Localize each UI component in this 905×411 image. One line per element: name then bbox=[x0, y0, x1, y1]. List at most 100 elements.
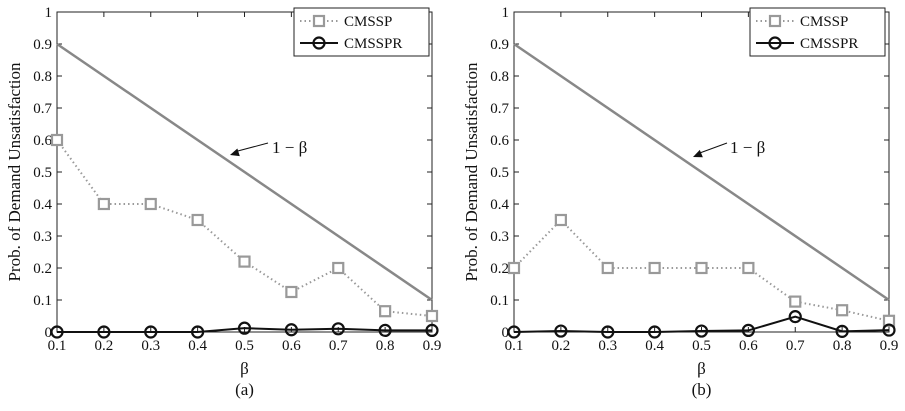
y-tick-label: 0.8 bbox=[490, 69, 509, 85]
y-tick-label: 0.7 bbox=[490, 101, 509, 117]
data-point-cmsspr bbox=[882, 323, 896, 337]
data-point-cmsspr bbox=[741, 323, 755, 337]
legend-marker-cmsspr bbox=[312, 36, 326, 50]
data-point-cmssp bbox=[425, 309, 439, 323]
annotation-1-minus-beta: 1 − β bbox=[272, 138, 307, 157]
y-tick-label: 0.5 bbox=[33, 165, 52, 181]
legend: CMSSP CMSSPR bbox=[293, 7, 430, 57]
legend-marker-cmssp bbox=[312, 14, 326, 28]
x-tick-label: 0.5 bbox=[235, 338, 254, 354]
data-point-cmssp bbox=[695, 261, 708, 275]
x-tick-label: 0.5 bbox=[692, 338, 711, 354]
x-tick-label: 0.4 bbox=[645, 338, 664, 354]
y-tick-label: 0.4 bbox=[490, 197, 509, 213]
legend-label-cmssp: CMSSP bbox=[800, 14, 848, 30]
x-tick-label: 0.1 bbox=[48, 338, 67, 354]
panel-caption: (a) bbox=[235, 380, 254, 399]
series-line-cmsspr bbox=[57, 327, 432, 333]
reference-line-1-minus-beta bbox=[56, 42, 433, 302]
y-tick-label: 0.2 bbox=[490, 261, 509, 277]
data-point-cmssp bbox=[144, 197, 157, 211]
data-point-cmssp bbox=[50, 133, 64, 147]
x-axis-label: β bbox=[697, 359, 706, 378]
legend: CMSSP CMSSPR bbox=[749, 7, 886, 57]
reference-line-1-minus-beta bbox=[513, 42, 890, 302]
x-tick-label: 0.2 bbox=[552, 338, 571, 354]
data-point-cmssp bbox=[332, 261, 345, 275]
data-point-cmsspr bbox=[50, 325, 64, 339]
y-tick-label: 0.2 bbox=[33, 261, 52, 277]
y-tick-label: 0.4 bbox=[33, 197, 52, 213]
x-tick-label: 0.6 bbox=[739, 338, 758, 354]
data-point-cmsspr bbox=[97, 325, 111, 339]
data-point-cmssp bbox=[789, 295, 802, 308]
x-tick-label: 0.2 bbox=[95, 338, 114, 354]
data-point-cmssp bbox=[882, 314, 896, 327]
chart-panel-b: 0.1 0.2 0.3 0.4 0.5 0.6 0.7 0.8 0.900.10.20.30.4… bbox=[462, 5, 898, 399]
y-tick-label: 0.1 bbox=[33, 293, 52, 309]
y-tick-label: 0 bbox=[45, 325, 53, 341]
y-tick-label: 0.8 bbox=[33, 69, 52, 85]
legend-marker-cmsspr bbox=[768, 36, 782, 50]
data-point-cmsspr bbox=[425, 323, 439, 337]
y-tick-label: 1 bbox=[502, 5, 510, 21]
x-tick-label: 0.8 bbox=[833, 338, 852, 354]
chart-panel-a: 0.1 0.2 0.3 0.4 0.5 0.6 0.7 0.8 0.900.10.20.30.4… bbox=[5, 5, 441, 399]
data-point-cmsspr bbox=[507, 325, 521, 339]
series-line-cmssp bbox=[56, 139, 433, 317]
x-tick-label: 0.3 bbox=[598, 338, 617, 354]
data-point-cmssp bbox=[554, 213, 567, 227]
y-tick-label: 0.9 bbox=[490, 37, 509, 53]
x-tick-label: 0.9 bbox=[880, 338, 899, 354]
data-point-cmssp bbox=[648, 261, 661, 275]
data-point-cmsspr bbox=[694, 324, 709, 338]
legend-label-cmsspr: CMSSPR bbox=[344, 36, 402, 52]
data-point-cmsspr bbox=[601, 325, 615, 339]
y-tick-label: 0.9 bbox=[33, 37, 52, 53]
y-tick-label: 0.3 bbox=[33, 229, 52, 245]
y-tick-label: 0.5 bbox=[490, 165, 509, 181]
annotation-1-minus-beta: 1 − β bbox=[730, 138, 765, 157]
data-point-cmssp bbox=[742, 261, 755, 275]
y-tick-label: 0.1 bbox=[490, 293, 509, 309]
data-point-cmsspr bbox=[835, 324, 849, 338]
data-point-cmsspr bbox=[144, 325, 158, 339]
x-tick-label: 0.7 bbox=[329, 338, 348, 354]
annotation-arrow-shaft bbox=[233, 142, 269, 153]
x-tick-label: 0.8 bbox=[376, 338, 395, 354]
data-point-cmssp bbox=[379, 305, 392, 318]
data-point-cmssp bbox=[836, 304, 849, 317]
x-tick-label: 0.1 bbox=[505, 338, 524, 354]
x-tick-label: 0.7 bbox=[786, 338, 805, 354]
y-tick-label: 0.7 bbox=[33, 101, 52, 117]
x-tick-label: 0.4 bbox=[188, 338, 207, 354]
data-point-cmsspr bbox=[788, 310, 802, 324]
x-axis-label: β bbox=[240, 359, 249, 378]
panel-caption: (b) bbox=[692, 380, 712, 399]
data-point-cmssp bbox=[238, 255, 251, 268]
data-point-cmsspr bbox=[331, 322, 345, 336]
y-axis-label: Prob. of Demand Unsatisfaction bbox=[462, 62, 481, 282]
data-point-cmssp bbox=[191, 213, 204, 227]
y-tick-label: 0 bbox=[502, 325, 510, 341]
x-tick-label: 0.6 bbox=[282, 338, 301, 354]
data-point-cmssp bbox=[285, 285, 298, 299]
legend-label-cmssp: CMSSP bbox=[344, 14, 392, 30]
data-point-cmsspr bbox=[237, 321, 252, 335]
y-tick-label: 1 bbox=[45, 5, 53, 21]
annotation-arrow-head bbox=[230, 148, 240, 157]
x-tick-label: 0.9 bbox=[423, 338, 442, 354]
legend-label-cmsspr: CMSSPR bbox=[800, 36, 858, 52]
y-axis-label: Prob. of Demand Unsatisfaction bbox=[5, 62, 24, 282]
data-point-cmsspr bbox=[554, 324, 568, 338]
data-point-cmsspr bbox=[191, 325, 205, 339]
series-line-cmsspr bbox=[513, 315, 890, 333]
annotation-arrow-head bbox=[693, 149, 703, 158]
data-point-cmssp bbox=[97, 197, 110, 211]
data-point-cmsspr bbox=[284, 323, 298, 337]
data-point-cmssp bbox=[601, 261, 614, 275]
legend-marker-cmssp bbox=[768, 14, 782, 28]
data-point-cmsspr bbox=[378, 323, 392, 337]
y-tick-label: 0.6 bbox=[490, 133, 509, 149]
